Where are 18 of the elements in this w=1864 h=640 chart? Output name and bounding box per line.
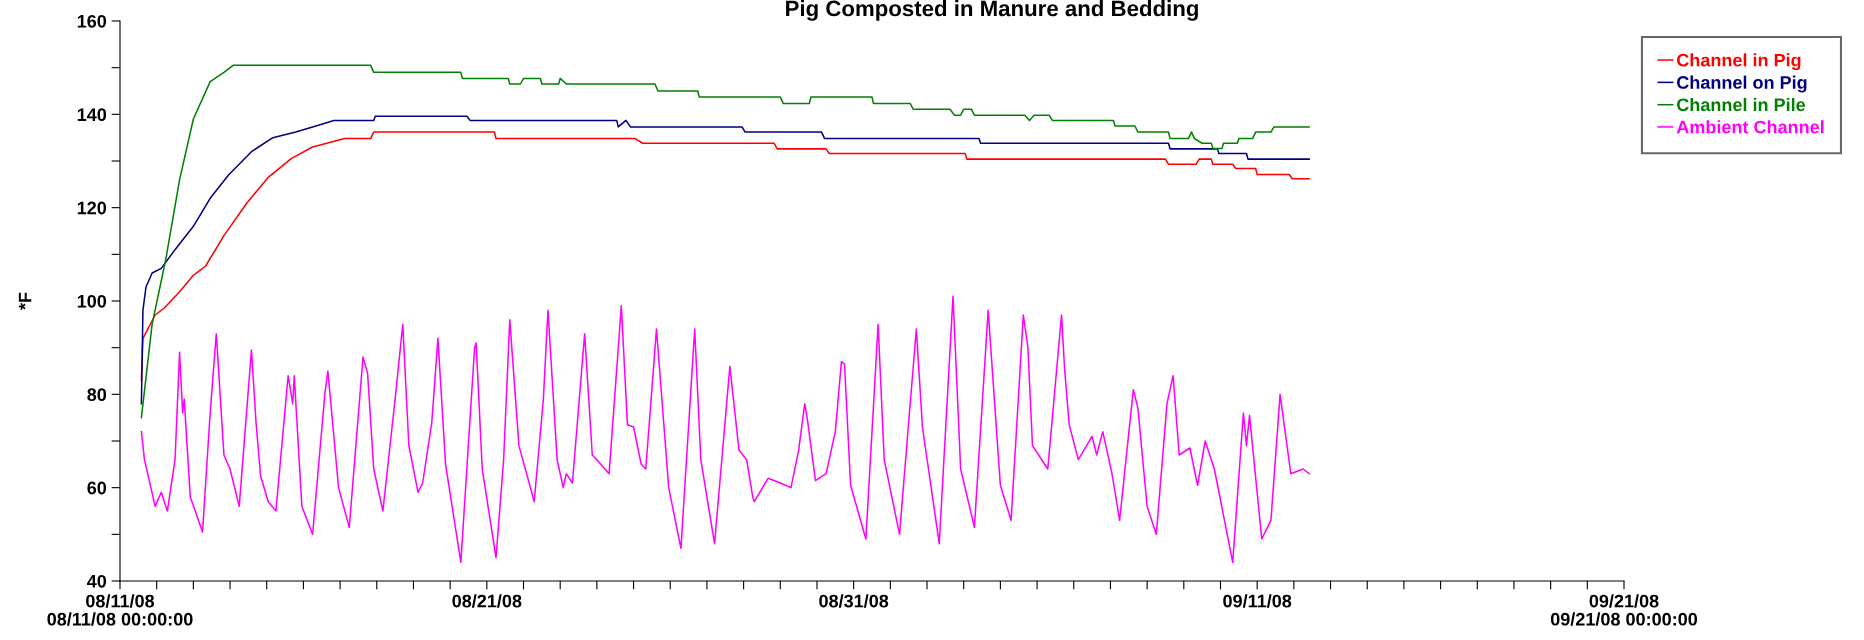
y-axis-title: *F: [18, 292, 32, 310]
x-tick-label: 09/11/08: [1223, 594, 1292, 608]
x-tick-label: 08/21/08: [452, 594, 522, 608]
legend-label: Channel in Pile: [1677, 97, 1806, 112]
chart-title: Pig Composted in Manure and Bedding: [786, 0, 1198, 21]
x-tick-label: 08/11/08 08/11/08 00:00:00: [47, 594, 193, 626]
x-tick-label: 08/31/08: [819, 594, 889, 608]
y-tick-label: 120: [77, 201, 107, 215]
y-tick-label: 160: [77, 14, 107, 28]
y-tick-label: 60: [87, 481, 107, 495]
legend-label: Channel in Pig: [1677, 53, 1801, 71]
y-tick-label: 140: [77, 108, 107, 122]
x-tick-label: 09/21/08 09/21/08 00:00:00: [1550, 594, 1698, 626]
y-tick-label: 100: [77, 294, 107, 308]
legend-label: Channel on Pig: [1677, 75, 1807, 93]
y-tick-label: 80: [87, 388, 107, 402]
legend-label: Ambient Channel: [1676, 120, 1824, 134]
y-tick-label: 40: [87, 574, 107, 588]
